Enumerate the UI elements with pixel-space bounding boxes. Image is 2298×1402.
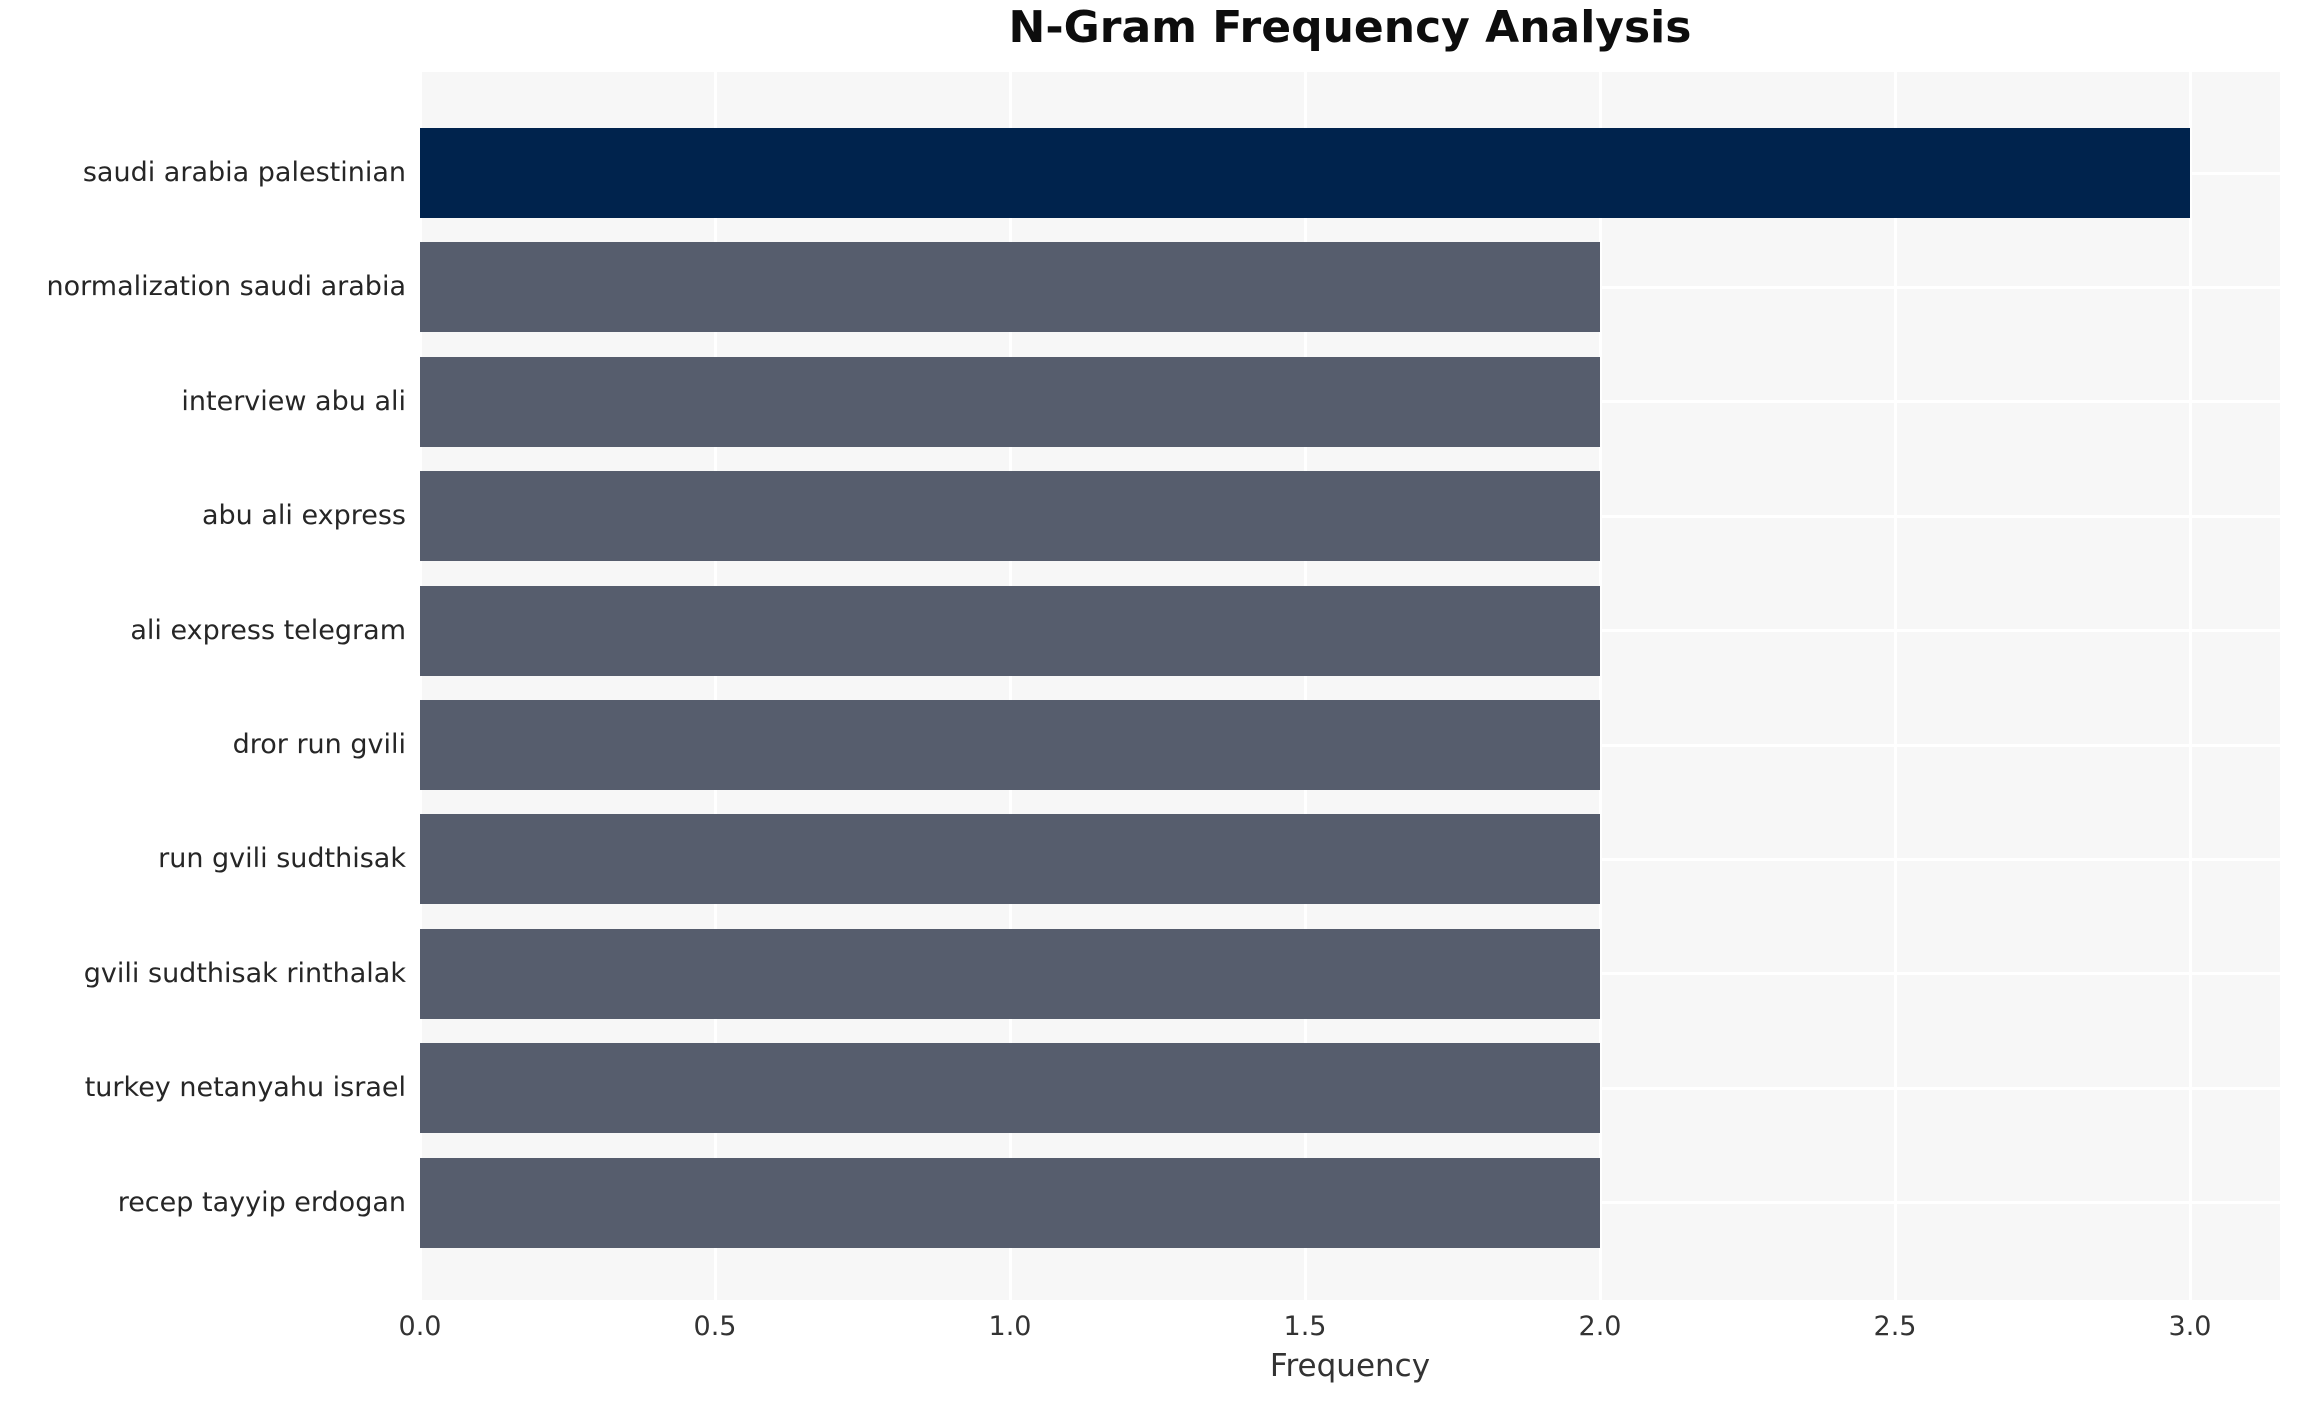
y-axis-label: turkey netanyahu israel [84, 1072, 406, 1104]
gridline-vertical [1598, 72, 1602, 1300]
plot-area [420, 72, 2280, 1300]
bar-gvili-sudthisak-rinthalak [420, 928, 1600, 1019]
x-tick-label: 2.5 [1873, 1311, 1917, 1342]
bar-turkey-netanyahu-israel [420, 1043, 1600, 1134]
y-axis-label: gvili sudthisak rinthalak [83, 957, 406, 989]
chart-title: N-Gram Frequency Analysis [1008, 2, 1692, 53]
bar-dror-run-gvili [420, 700, 1600, 790]
gridline-vertical [420, 72, 422, 1300]
x-tick-label: 2.0 [1578, 1311, 1622, 1342]
x-tick-label: 0.5 [693, 1311, 737, 1342]
y-axis-label: normalization saudi arabia [46, 271, 406, 303]
y-axis-label: abu ali express [201, 500, 406, 532]
bar-saudi-arabia-palestinian [420, 128, 2190, 218]
bar-normalization-saudi-arabia [420, 242, 1600, 333]
bar-recep-tayyip-erdogan [420, 1157, 1600, 1248]
x-axis-title: Frequency [1269, 1348, 1431, 1384]
y-axis-label: dror run gvili [232, 729, 406, 760]
gridline-vertical [713, 72, 717, 1300]
bar-abu-ali-express [420, 471, 1600, 562]
y-axis-label: interview abu ali [181, 385, 406, 417]
gridline-vertical [1893, 72, 1897, 1300]
x-tick-label: 3.0 [2168, 1311, 2212, 1342]
gridline-vertical [1008, 72, 1012, 1300]
gridline-vertical [1303, 72, 1307, 1300]
y-axis-label: saudi arabia palestinian [82, 157, 406, 188]
y-axis-label: run gvili sudthisak [158, 843, 406, 875]
x-tick-label: 1.0 [988, 1311, 1032, 1342]
bar-run-gvili-sudthisak [420, 814, 1600, 905]
y-axis-label: ali express telegram [130, 614, 406, 646]
y-axis-label: recep tayyip erdogan [117, 1186, 406, 1218]
bar-interview-abu-ali [420, 356, 1600, 447]
x-tick-label: 0.0 [398, 1311, 442, 1342]
gridline-vertical [2188, 72, 2192, 1300]
bar-ali-express-telegram [420, 585, 1600, 676]
x-tick-label: 1.5 [1283, 1311, 1327, 1342]
